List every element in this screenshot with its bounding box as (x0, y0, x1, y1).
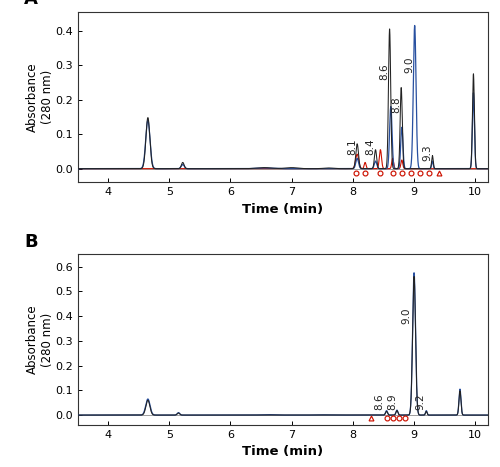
Text: 8.1: 8.1 (347, 138, 357, 155)
Text: B: B (24, 233, 38, 251)
Text: 9.0: 9.0 (404, 57, 414, 73)
Y-axis label: Absorbance
(280 nm): Absorbance (280 nm) (26, 62, 54, 132)
Text: 8.9: 8.9 (387, 393, 397, 410)
X-axis label: Time (min): Time (min) (242, 203, 323, 216)
Text: 8.6: 8.6 (374, 393, 384, 410)
Y-axis label: Absorbance
(280 nm): Absorbance (280 nm) (26, 305, 54, 375)
X-axis label: Time (min): Time (min) (242, 446, 323, 459)
Text: 8.6: 8.6 (379, 64, 389, 80)
Text: 8.8: 8.8 (391, 97, 401, 113)
Text: 9.2: 9.2 (415, 393, 425, 410)
Text: 9.3: 9.3 (422, 145, 432, 162)
Text: 9.0: 9.0 (401, 308, 411, 324)
Text: A: A (24, 0, 38, 8)
Text: 8.4: 8.4 (366, 138, 376, 155)
